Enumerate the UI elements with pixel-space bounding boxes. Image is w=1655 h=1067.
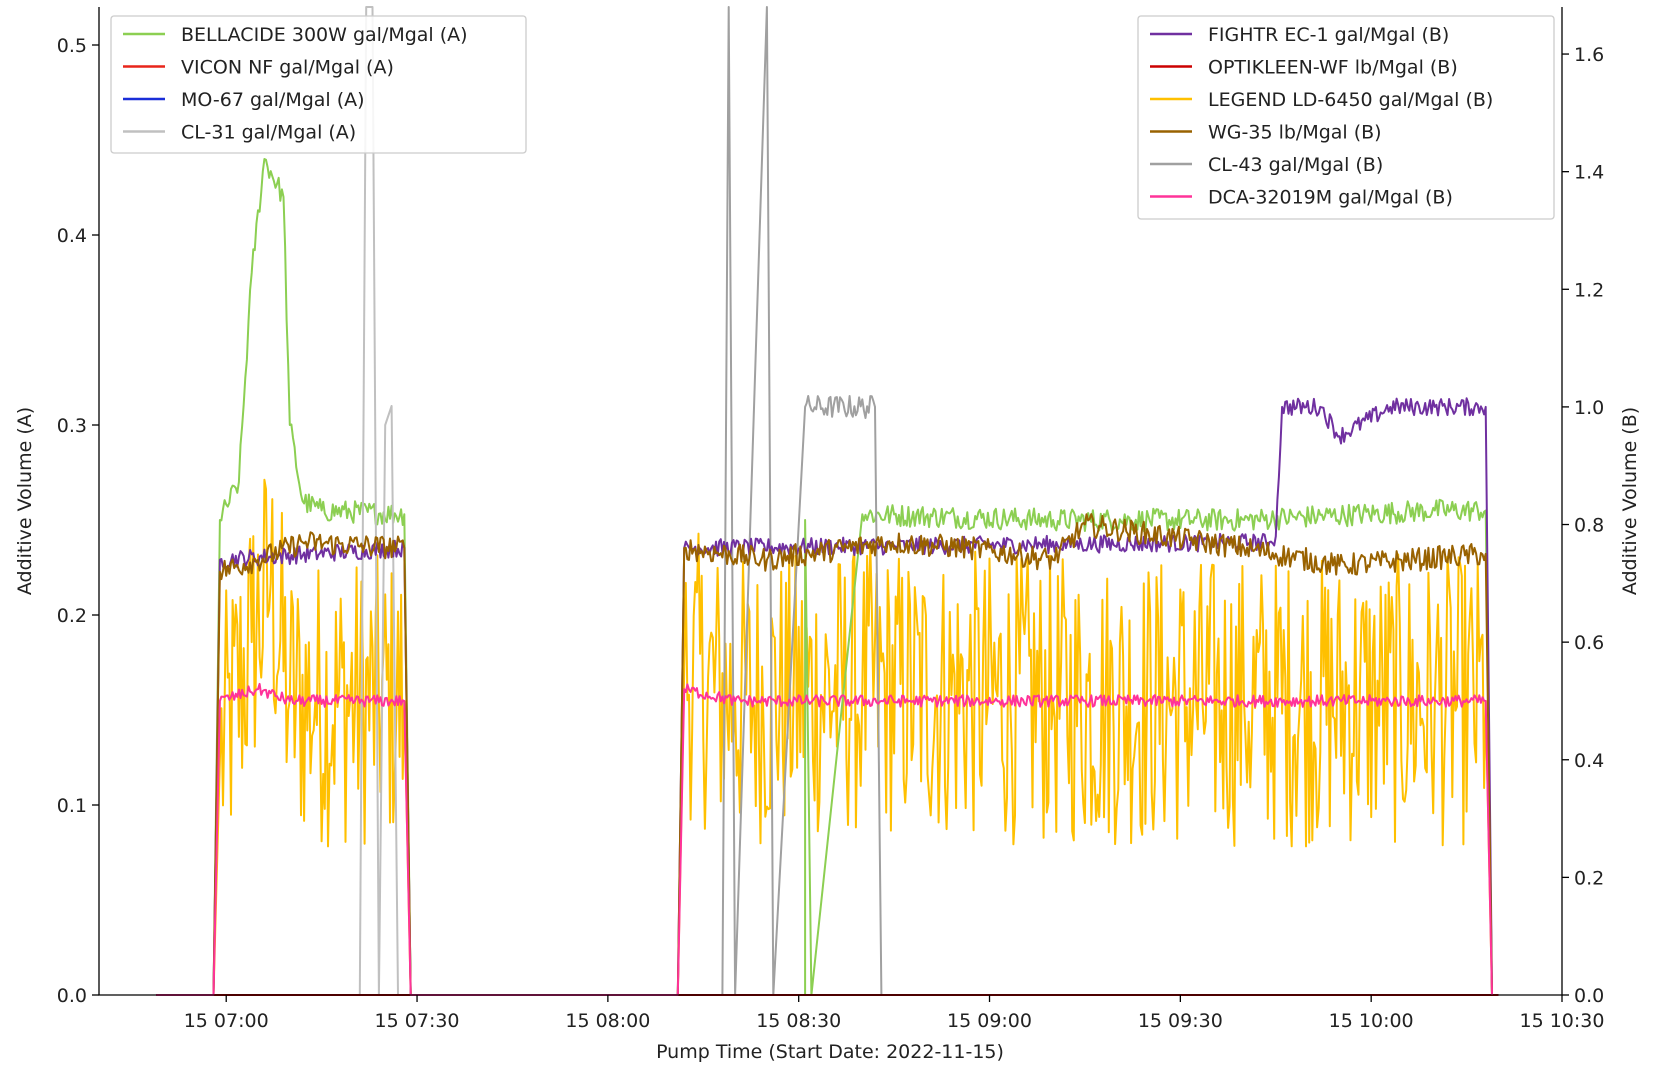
series-line [156, 158, 1493, 996]
y-right-tick-label: 0.8 [1574, 515, 1604, 537]
x-axis-label: Pump Time (Start Date: 2022-11-15) [656, 1041, 1004, 1063]
legend-left: BELLACIDE 300W gal/Mgal (A) VICON NF gal/… [110, 15, 527, 154]
y-left-tick-label: 0.5 [57, 35, 87, 57]
x-tick-label: 15 07:30 [375, 1010, 460, 1032]
x-tick-label: 15 08:00 [565, 1010, 650, 1032]
y-left-tick-label: 0.3 [57, 415, 87, 437]
legend-label: OPTIKLEEN-WF lb/Mgal (B) [1208, 57, 1458, 79]
y-left-tick-label: 0.4 [57, 225, 87, 247]
y-right-tick-label: 0.2 [1574, 867, 1604, 889]
legend-left-box [110, 15, 527, 154]
legend-label: VICON NF gal/Mgal (A) [181, 57, 394, 79]
series-line [156, 682, 1493, 996]
x-tick-label: 15 09:30 [1138, 1010, 1223, 1032]
y-left-tick-label: 0.2 [57, 605, 87, 627]
y-axis-label-left: Additive Volume (A) [14, 407, 36, 595]
legend-label: CL-31 gal/Mgal (A) [181, 122, 356, 144]
y-right-tick-label: 0.0 [1574, 985, 1604, 1007]
y-ticks-left: 0.0 0.1 0.2 0.3 0.4 0.5 [57, 35, 99, 1007]
series-line [156, 513, 1493, 996]
y-right-tick-label: 0.6 [1574, 632, 1604, 654]
plot-frame [98, 7, 1563, 996]
x-tick-label: 15 07:00 [184, 1010, 269, 1032]
y-axis-label-right: Additive Volume (B) [1619, 407, 1641, 595]
legend-label: BELLACIDE 300W gal/Mgal (A) [181, 24, 468, 46]
legend-label: CL-43 gal/Mgal (B) [1208, 154, 1383, 176]
y-right-tick-label: 1.0 [1574, 397, 1604, 419]
y-right-tick-label: 0.4 [1574, 750, 1604, 772]
y-left-tick-label: 0.1 [57, 795, 87, 817]
y-right-tick-label: 1.6 [1574, 44, 1604, 66]
x-tick-label: 15 08:30 [756, 1010, 841, 1032]
y-right-tick-label: 1.4 [1574, 162, 1604, 184]
x-tick-label: 15 10:30 [1520, 1010, 1605, 1032]
legend-label: DCA-32019M gal/Mgal (B) [1208, 187, 1453, 209]
y-right-tick-label: 1.2 [1574, 279, 1604, 301]
x-tick-label: 15 09:00 [947, 1010, 1032, 1032]
series-line [156, 6, 1499, 996]
legend-label: LEGEND LD-6450 gal/Mgal (B) [1208, 89, 1493, 111]
legend-right-box [1137, 15, 1555, 220]
y-ticks-right: 0.0 0.2 0.4 0.6 0.8 1.0 1.2 1.4 1.6 [1562, 44, 1604, 1007]
legend-right: FIGHTR EC-1 gal/Mgal (B) OPTIKLEEN-WF lb/… [1137, 15, 1555, 220]
axes-layer [98, 7, 1563, 996]
x-ticks: 15 07:00 15 07:30 15 08:00 15 08:30 15 09:00… [184, 995, 1605, 1032]
legend-label: FIGHTR EC-1 gal/Mgal (B) [1208, 24, 1449, 46]
x-tick-label: 15 10:00 [1329, 1010, 1414, 1032]
y-left-tick-label: 0.0 [57, 985, 87, 1007]
legend-label: MO-67 gal/Mgal (A) [181, 89, 365, 111]
legend-label: WG-35 lb/Mgal (B) [1208, 122, 1382, 144]
